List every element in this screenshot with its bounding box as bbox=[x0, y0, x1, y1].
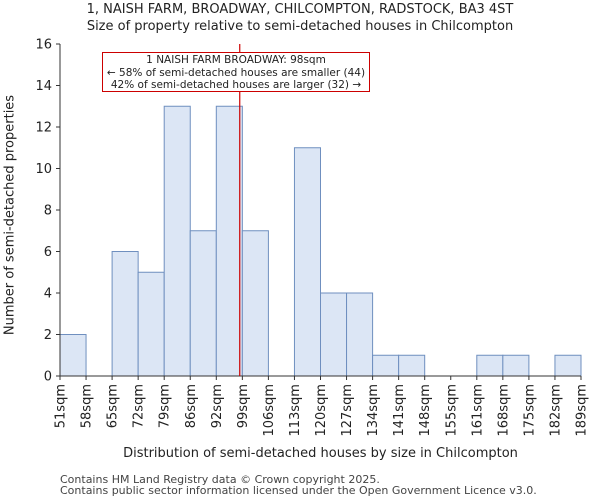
x-tick-label: 148sqm bbox=[418, 384, 433, 437]
histogram-bar-86sqm bbox=[189, 230, 217, 377]
histogram-bar-168sqm bbox=[502, 354, 530, 377]
x-axis-label: Distribution of semi-detached houses by … bbox=[123, 446, 518, 461]
chart-title-address: 1, NAISH FARM, BROADWAY, CHILCOMPTON, RA… bbox=[86, 2, 514, 17]
y-tick-label: 16 bbox=[35, 38, 52, 53]
y-tick-label: 4 bbox=[44, 287, 52, 302]
x-tick-label: 65sqm bbox=[106, 384, 121, 428]
x-tick-label: 58sqm bbox=[80, 384, 95, 428]
x-tick-label: 79sqm bbox=[158, 384, 173, 428]
histogram-bar-161sqm bbox=[476, 354, 504, 377]
x-tick-label: 86sqm bbox=[184, 384, 199, 428]
histogram-bar-120sqm bbox=[320, 292, 348, 377]
x-tick-label: 175sqm bbox=[522, 384, 537, 437]
x-tick-label: 99sqm bbox=[236, 384, 251, 428]
histogram-bar-127sqm bbox=[346, 292, 374, 377]
x-tick-label: 51sqm bbox=[54, 384, 69, 428]
annotation-line-1: 1 NAISH FARM BROADWAY: 98sqm bbox=[146, 54, 326, 66]
x-tick-label: 120sqm bbox=[314, 384, 329, 437]
annotation-box: 1 NAISH FARM BROADWAY: 98sqm ← 58% of se… bbox=[102, 52, 370, 92]
x-tick-label: 168sqm bbox=[496, 384, 511, 437]
x-tick-label: 127sqm bbox=[340, 384, 355, 437]
annotation-line-2: ← 58% of semi-detached houses are smalle… bbox=[106, 66, 366, 79]
x-tick-label: 141sqm bbox=[392, 384, 407, 437]
y-axis-label: Number of semi-detached properties bbox=[2, 94, 18, 336]
x-tick-label: 92sqm bbox=[210, 384, 225, 428]
histogram-bar-92sqm bbox=[215, 105, 243, 377]
annotation-line-3: 42% of semi-detached houses are larger (… bbox=[110, 79, 362, 91]
histogram-bar-182sqm bbox=[554, 354, 582, 377]
chart-subtitle: Size of property relative to semi-detach… bbox=[86, 19, 514, 34]
y-tick-label: 0 bbox=[44, 370, 52, 385]
x-tick-label: 72sqm bbox=[132, 384, 147, 428]
histogram-bar-51sqm bbox=[59, 334, 87, 377]
histogram-bar-79sqm bbox=[163, 105, 191, 377]
y-tick-label: 6 bbox=[44, 245, 52, 260]
histogram-bar-141sqm bbox=[398, 354, 426, 377]
histogram-bar-99sqm bbox=[241, 230, 269, 377]
y-tick-label: 2 bbox=[44, 328, 52, 343]
histogram-bar-72sqm bbox=[137, 271, 165, 377]
y-tick-label: 8 bbox=[44, 204, 52, 219]
y-tick-label: 14 bbox=[35, 79, 52, 94]
x-tick-label: 161sqm bbox=[470, 384, 485, 437]
x-tick-label: 155sqm bbox=[444, 384, 459, 437]
footer-licence: Contains public sector information licen… bbox=[60, 484, 537, 497]
histogram-bar-134sqm bbox=[372, 354, 400, 377]
histogram-bar-65sqm bbox=[111, 251, 139, 377]
x-tick-label: 182sqm bbox=[548, 384, 563, 437]
y-tick-label: 12 bbox=[35, 121, 52, 136]
x-tick-label: 113sqm bbox=[288, 384, 303, 437]
histogram-bar-113sqm bbox=[293, 147, 322, 377]
x-tick-label: 134sqm bbox=[366, 384, 381, 437]
x-tick-label: 106sqm bbox=[262, 384, 277, 437]
footer-copyright: Contains HM Land Registry data © Crown c… bbox=[60, 473, 380, 486]
x-tick-label: 189sqm bbox=[575, 384, 590, 437]
y-tick-label: 10 bbox=[35, 162, 52, 177]
